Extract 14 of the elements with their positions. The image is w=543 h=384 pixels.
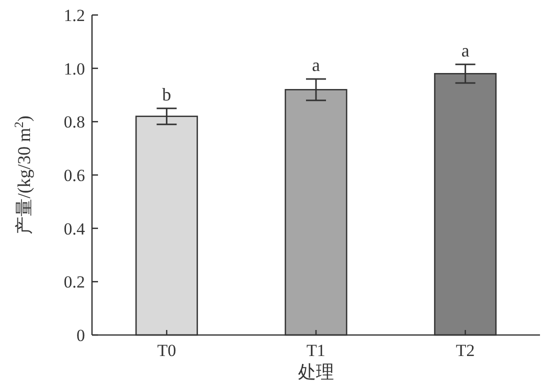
annotation: a: [461, 40, 470, 60]
x-tick-label: T1: [306, 341, 326, 360]
annotation: a: [312, 55, 320, 75]
y-tick-label: 1.2: [64, 6, 85, 25]
x-axis-title: 处理: [298, 362, 334, 382]
y-tick-label: 0.4: [64, 219, 86, 238]
x-tick-label: T2: [456, 341, 475, 360]
y-tick-label: 0.2: [64, 272, 85, 292]
x-tick-label: T0: [157, 341, 176, 360]
y-tick-label: 1.0: [64, 59, 85, 78]
y-tick-label: 0.6: [64, 166, 85, 185]
y-tick-label: 0.8: [64, 112, 85, 132]
y-tick-label: 0: [76, 326, 85, 345]
annotation: b: [162, 84, 172, 104]
